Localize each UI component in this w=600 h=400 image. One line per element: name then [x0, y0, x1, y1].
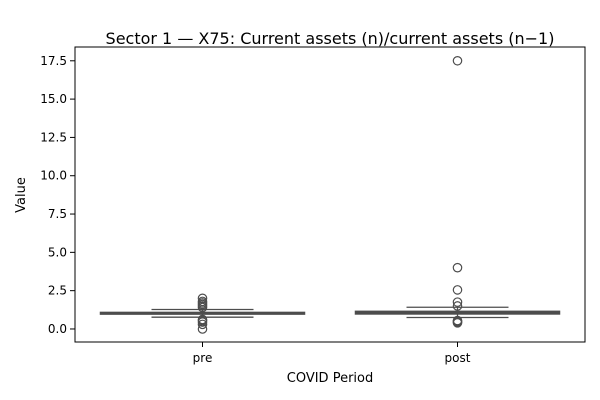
y-axis-label: Value	[14, 177, 29, 213]
x-axis: pre post	[193, 342, 471, 365]
y-tick-label: 12.5	[40, 130, 67, 144]
outlier-point	[452, 297, 463, 307]
y-tick-label: 15.0	[40, 92, 67, 106]
outlier-point	[452, 262, 463, 273]
outlier-point	[452, 315, 463, 326]
plot-frame	[74, 46, 586, 343]
y-tick-label: 7.5	[48, 207, 67, 221]
chart-title: Sector 1 — X75: Current assets (n)/curre…	[106, 29, 555, 48]
x-axis-label: COVID Period	[287, 371, 374, 386]
box-group-pre	[99, 293, 306, 334]
x-tick-label: post	[445, 351, 471, 365]
outlier-point	[452, 301, 463, 311]
y-tick-label: 2.5	[48, 284, 67, 298]
outlier-point	[197, 296, 208, 307]
outlier-point	[197, 314, 208, 325]
plot-area	[99, 55, 561, 334]
y-tick-label: 10.0	[40, 169, 67, 183]
box-group-post	[354, 55, 561, 328]
y-tick-label: 0.0	[48, 322, 67, 336]
x-tick-label: pre	[193, 351, 213, 365]
outlier-point	[452, 55, 463, 66]
outlier-point	[197, 293, 208, 304]
outlier-point	[452, 285, 463, 295]
y-tick-label: 17.5	[40, 54, 67, 68]
y-axis: 0.0 2.5 5.0 7.5 10.0 12.5 15.0 17.5	[40, 54, 75, 336]
y-tick-label: 5.0	[48, 245, 67, 259]
